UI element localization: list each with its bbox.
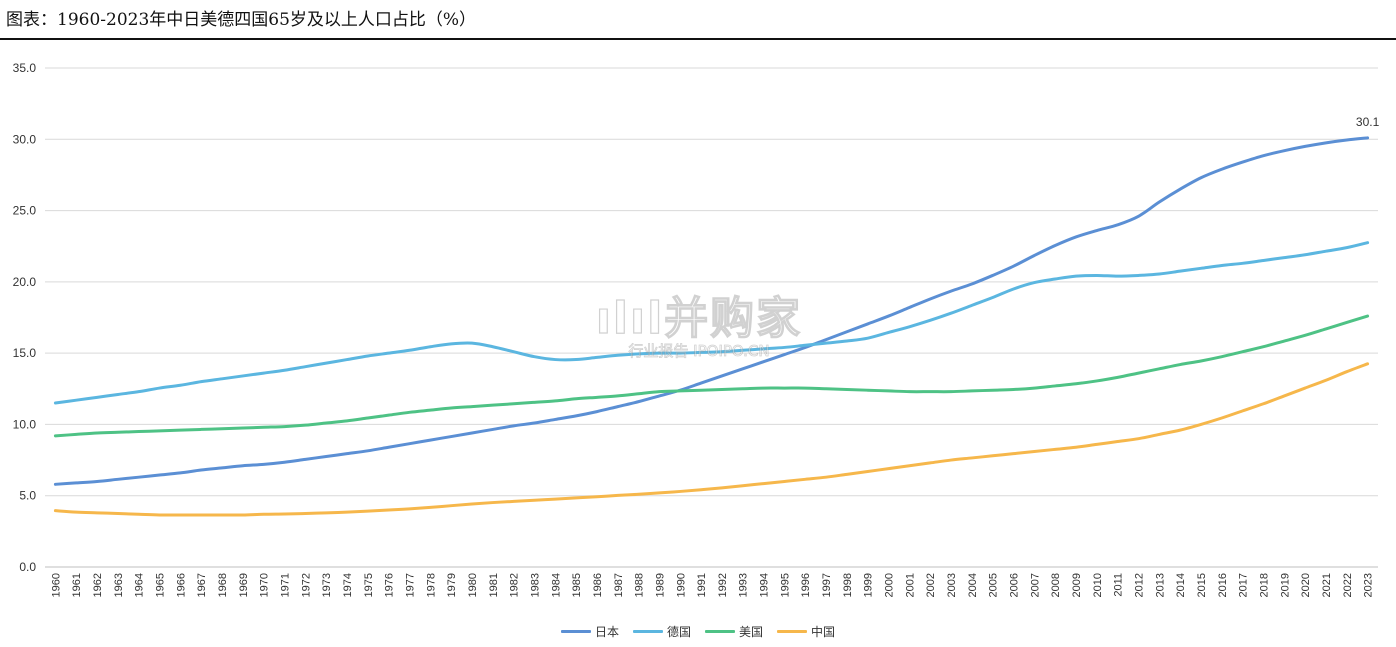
x-tick-label: 2010 <box>1092 573 1104 597</box>
x-tick-label: 1995 <box>779 573 791 597</box>
x-tick-label: 1990 <box>675 573 687 597</box>
x-tick-label: 2013 <box>1154 573 1166 597</box>
data-labels: 30.1 <box>1356 115 1380 129</box>
legend-label: 日本 <box>594 624 619 639</box>
x-tick-label: 1997 <box>821 573 833 597</box>
x-tick-label: 1999 <box>863 573 875 597</box>
y-axis-ticks: 0.0 5.0 10.0 15.0 20.0 25.0 30.0 35.0 <box>13 61 37 574</box>
x-tick-label: 2007 <box>1029 573 1041 597</box>
end-value-label: 30.1 <box>1356 115 1380 129</box>
grid-lines <box>45 67 1378 568</box>
series-line-3 <box>53 314 1370 438</box>
x-tick-label: 2004 <box>967 573 979 597</box>
x-tick-label: 1965 <box>155 573 167 597</box>
x-tick-label: 1970 <box>259 573 271 597</box>
x-tick-label: 1980 <box>467 573 479 597</box>
series-line-4 <box>53 362 1370 517</box>
series-line-1 <box>53 136 1370 486</box>
x-tick-label: 2016 <box>1217 573 1229 597</box>
x-tick-label: 2023 <box>1363 573 1375 597</box>
x-tick-label: 1986 <box>592 573 604 597</box>
x-tick-label: 1989 <box>654 573 666 597</box>
x-tick-label: 2019 <box>1279 573 1291 597</box>
x-tick-label: 1993 <box>738 573 750 597</box>
x-tick-label: 2022 <box>1342 573 1354 597</box>
x-tick-label: 1961 <box>71 573 83 597</box>
x-tick-label: 2008 <box>1050 573 1062 597</box>
legend-swatch <box>777 629 808 633</box>
x-tick-label: 2003 <box>946 573 958 597</box>
x-tick-label: 1967 <box>196 573 208 597</box>
x-tick-label: 1973 <box>321 573 333 597</box>
x-tick-label: 1966 <box>175 573 187 597</box>
x-axis-ticks: 1960 1961 1962 1963 1964 1965 1966 1967 1968 1969… <box>50 573 1374 597</box>
y-tick-label: 0.0 <box>19 560 36 574</box>
x-tick-label: 2018 <box>1258 573 1270 597</box>
series-lines <box>53 136 1370 517</box>
x-tick-label: 1960 <box>50 573 62 597</box>
y-tick-label: 10.0 <box>13 417 37 431</box>
x-tick-label: 2014 <box>1175 573 1187 597</box>
x-tick-label: 2017 <box>1238 573 1250 597</box>
y-tick-label: 15.0 <box>13 346 37 360</box>
x-tick-label: 2015 <box>1196 573 1208 597</box>
y-tick-label: 20.0 <box>13 275 37 289</box>
legend-item[interactable]: 德国 <box>632 622 691 640</box>
chart-title: 图表：1960-2023年中日美德四国65岁及以上人口占比（%） <box>6 10 477 30</box>
chart-legend: 日本 德国 美国 中国 <box>0 622 1396 640</box>
legend-swatch <box>560 629 591 633</box>
x-tick-label: 1987 <box>613 573 625 597</box>
x-tick-label: 1962 <box>92 573 104 597</box>
x-tick-label: 1969 <box>238 573 250 597</box>
x-tick-label: 1972 <box>300 573 312 597</box>
line-chart: 0.05.010.015.020.025.030.035.0 1960 1961 1… <box>13 61 1380 597</box>
x-tick-label: 1992 <box>717 573 729 597</box>
x-tick-label: 1984 <box>550 573 562 597</box>
x-tick-label: 1976 <box>384 573 396 597</box>
legend-item[interactable]: 中国 <box>777 622 835 640</box>
x-tick-label: 1964 <box>134 573 146 597</box>
x-tick-label: 1988 <box>634 573 646 597</box>
x-tick-label: 2006 <box>1009 573 1021 597</box>
legend-label: 德国 <box>666 624 691 639</box>
x-tick-label: 1991 <box>696 573 708 597</box>
x-tick-label: 2009 <box>1071 573 1083 597</box>
x-tick-label: 1994 <box>759 573 771 597</box>
legend-swatch <box>632 629 663 633</box>
legend-item[interactable]: 日本 <box>560 622 619 640</box>
y-tick-label: 35.0 <box>13 61 37 75</box>
x-tick-label: 1983 <box>529 573 541 597</box>
x-tick-label: 2000 <box>884 573 896 597</box>
x-tick-label: 1974 <box>342 573 354 597</box>
x-tick-label: 2012 <box>1133 573 1145 597</box>
x-tick-label: 1963 <box>113 573 125 597</box>
legend-label: 美国 <box>739 624 764 639</box>
x-tick-label: 1975 <box>363 573 375 597</box>
x-tick-label: 2001 <box>904 573 916 597</box>
legend-label: 中国 <box>811 624 836 639</box>
x-tick-label: 1985 <box>571 573 583 597</box>
x-tick-label: 1996 <box>800 573 812 597</box>
legend-swatch <box>705 629 735 633</box>
x-tick-label: 1982 <box>509 573 521 597</box>
y-tick-label: 30.0 <box>13 132 37 146</box>
x-tick-label: 1979 <box>446 573 458 597</box>
x-tick-label: 1971 <box>280 573 292 597</box>
title-divider <box>0 38 1396 40</box>
x-tick-label: 1998 <box>842 573 854 597</box>
y-tick-label: 5.0 <box>19 489 36 503</box>
series-line-2 <box>53 241 1370 405</box>
legend-item[interactable]: 美国 <box>705 622 763 640</box>
x-tick-label: 1978 <box>425 573 437 597</box>
x-tick-label: 1981 <box>488 573 500 597</box>
y-tick-label: 25.0 <box>13 204 37 218</box>
x-tick-label: 2005 <box>988 573 1000 597</box>
x-tick-label: 2002 <box>925 573 937 597</box>
x-tick-label: 1977 <box>404 573 416 597</box>
x-tick-label: 2020 <box>1300 573 1312 597</box>
x-tick-label: 2021 <box>1321 573 1333 597</box>
x-tick-label: 1968 <box>217 573 229 597</box>
x-tick-label: 2011 <box>1113 573 1125 597</box>
